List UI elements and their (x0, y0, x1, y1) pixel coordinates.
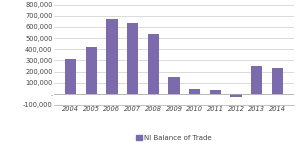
Bar (65, 59, 76, 94)
Bar (106, 19, 118, 94)
Bar (189, 89, 200, 94)
Bar (230, 94, 242, 97)
Bar (168, 76, 180, 94)
Bar (148, 34, 159, 94)
Bar (85, 48, 97, 94)
Legend: NI Balance of Trade: NI Balance of Trade (133, 132, 215, 144)
Bar (210, 90, 221, 94)
Bar (272, 68, 283, 94)
Bar (251, 66, 262, 94)
Bar (127, 23, 138, 94)
